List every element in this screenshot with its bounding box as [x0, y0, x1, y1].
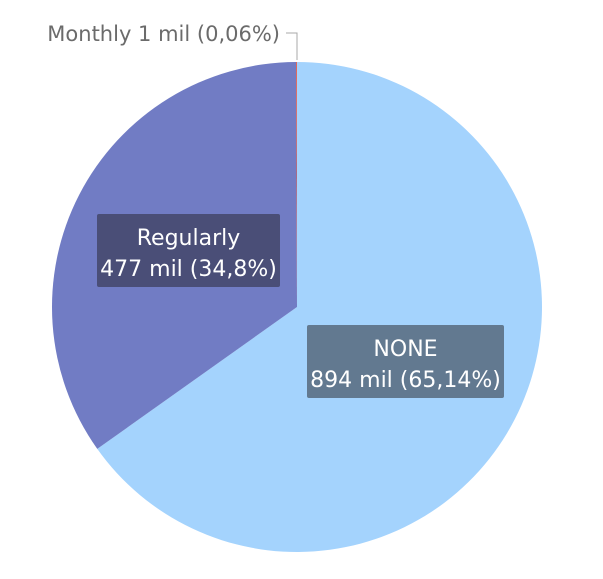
slice-label-name: Regularly	[137, 226, 241, 251]
slice-label-none: NONE 894 mil (65,14%)	[307, 325, 504, 398]
callout-leader-line	[286, 32, 298, 60]
pie-slice-none[interactable]	[97, 62, 542, 552]
slice-label-regularly: Regularly 477 mil (34,8%)	[97, 214, 280, 287]
pie-slices	[51, 61, 542, 552]
slice-label-value: 477 mil (34,8%)	[100, 257, 277, 282]
slice-label-box	[307, 325, 504, 398]
slice-label-text: Monthly 1 mil (0,06%)	[47, 22, 280, 46]
slice-label-value: 894 mil (65,14%)	[310, 368, 501, 393]
slice-label-name: NONE	[373, 337, 437, 362]
pie-labels: NONE 894 mil (65,14%) Regularly 477 mil (34…	[47, 22, 504, 398]
slice-label-box	[97, 214, 280, 287]
pie-slice-monthly[interactable]	[296, 61, 297, 307]
slice-label-monthly: Monthly 1 mil (0,06%)	[47, 22, 298, 60]
